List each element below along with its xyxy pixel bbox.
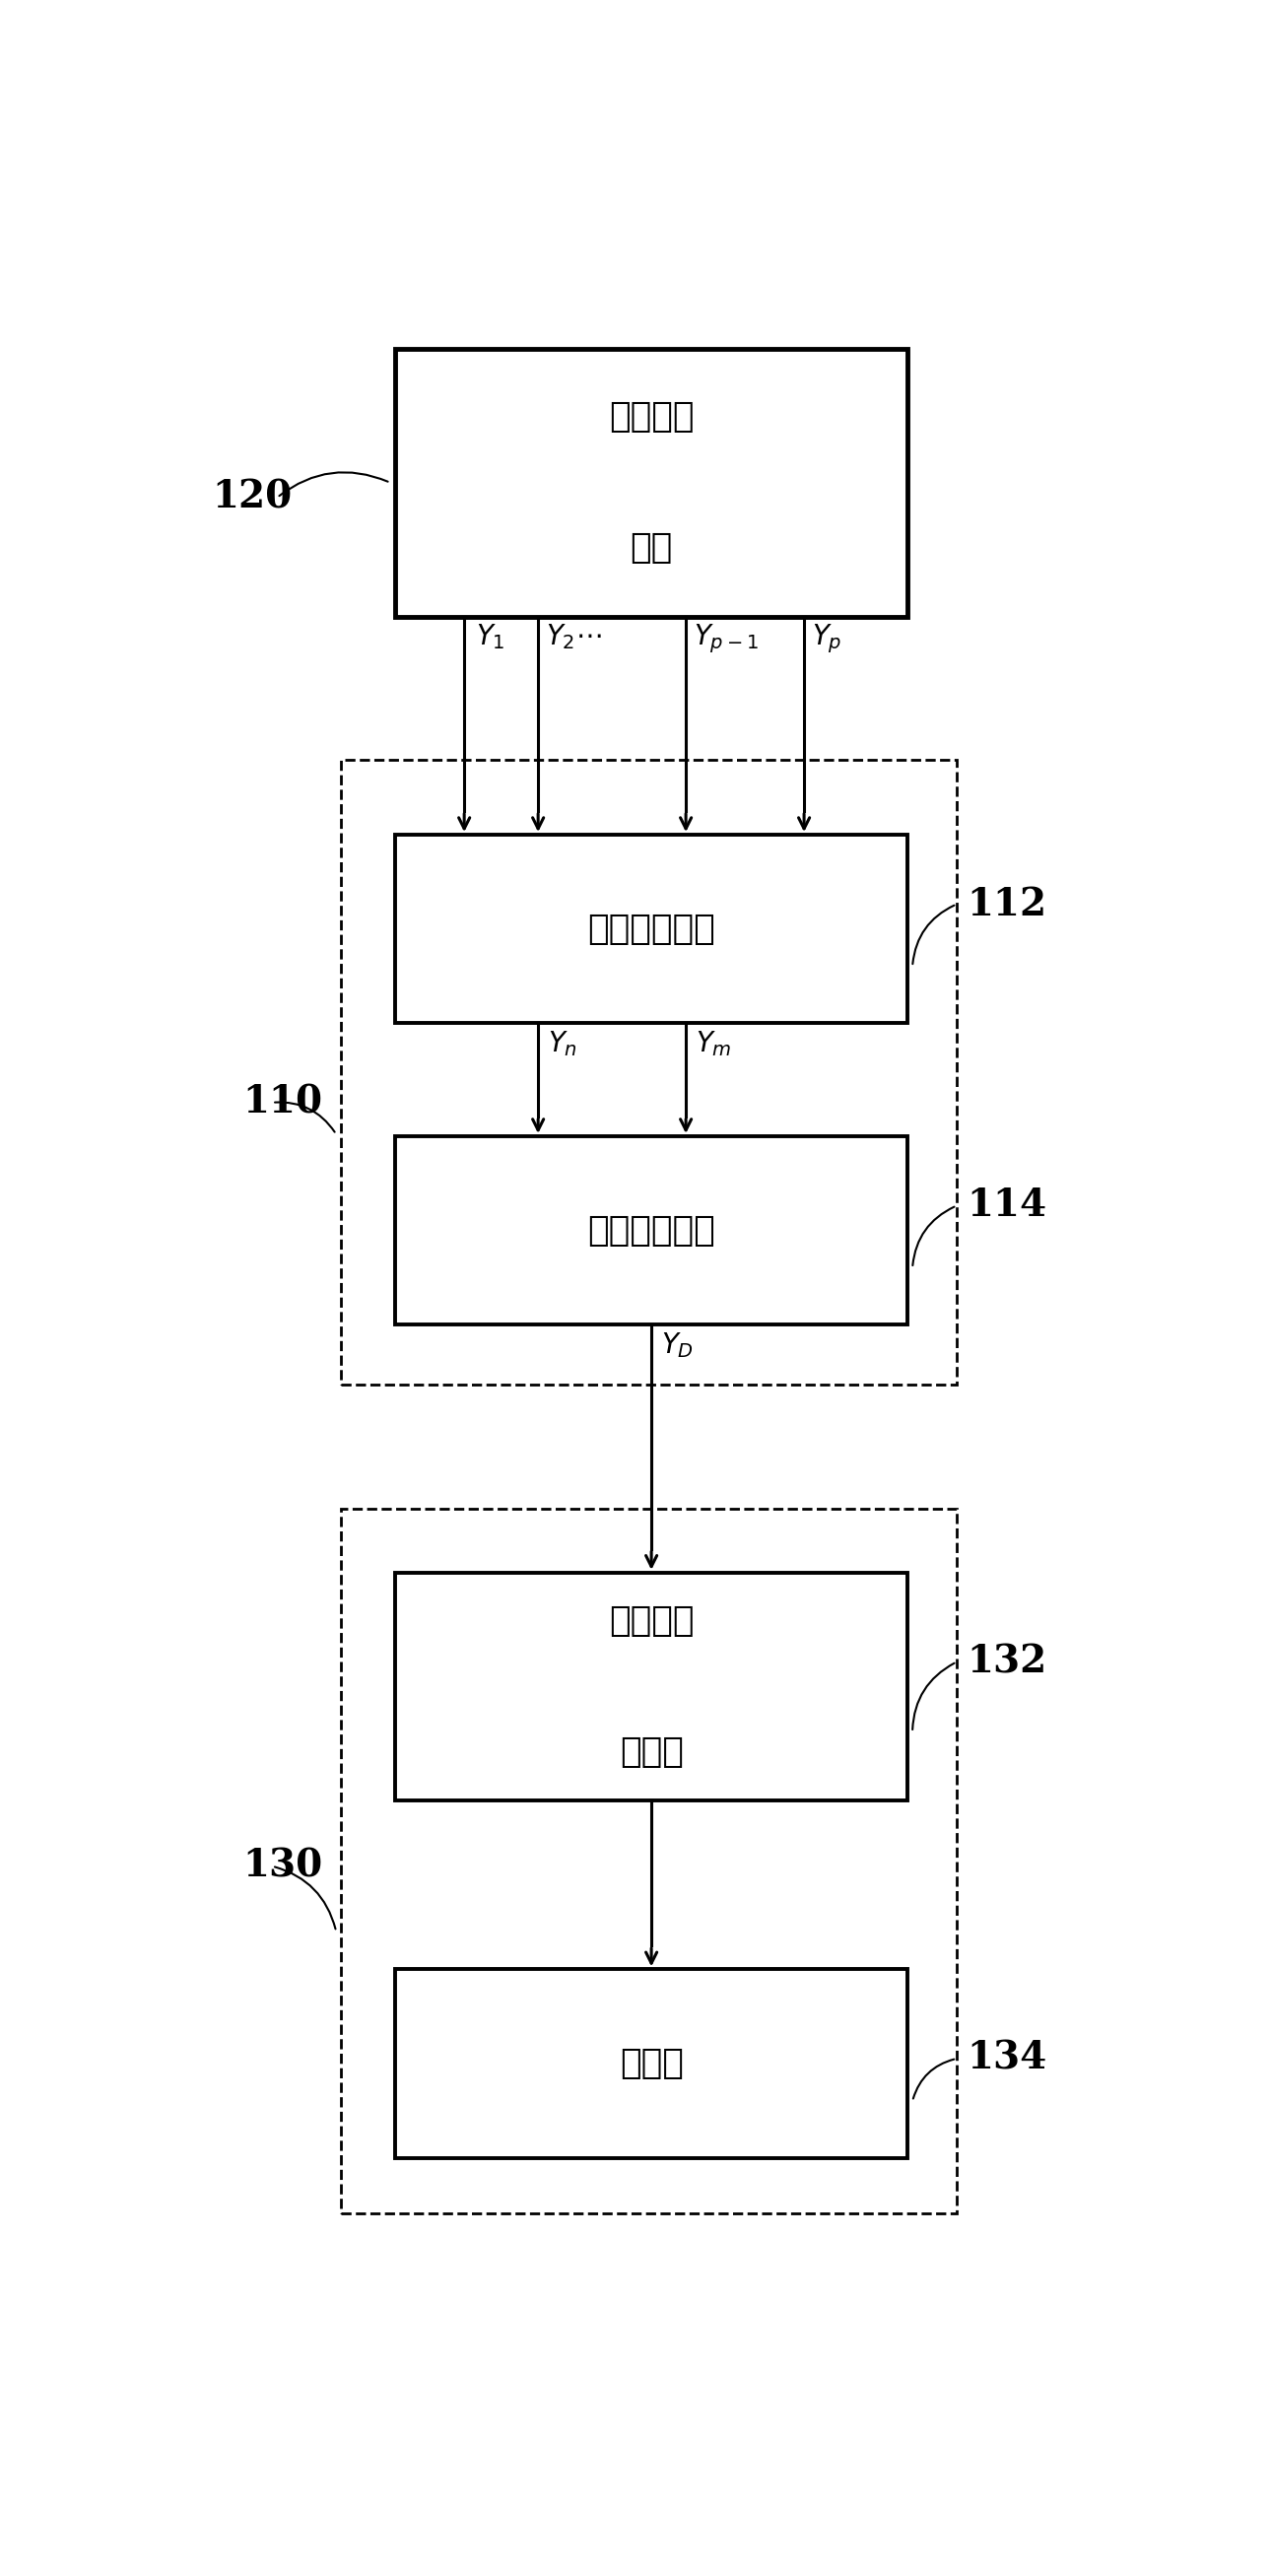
- Text: $Y_2 \cdots$: $Y_2 \cdots$: [547, 623, 602, 652]
- Text: 模拟数字

转换器: 模拟数字 转换器: [609, 1605, 694, 1770]
- Text: 130: 130: [243, 1847, 323, 1886]
- Text: $Y_D$: $Y_D$: [661, 1332, 694, 1360]
- Text: 114: 114: [966, 1188, 1046, 1224]
- Bar: [395, 1968, 907, 2159]
- Text: $Y_n$: $Y_n$: [548, 1030, 577, 1059]
- Text: 控制器: 控制器: [619, 2048, 684, 2081]
- Text: 112: 112: [966, 886, 1046, 922]
- Text: 120: 120: [212, 479, 292, 515]
- Text: $Y_1$: $Y_1$: [477, 623, 505, 652]
- Text: 134: 134: [966, 2040, 1046, 2076]
- Text: 触控输入

界面: 触控输入 界面: [609, 399, 694, 564]
- Text: $Y_p$: $Y_p$: [812, 623, 841, 657]
- Bar: [395, 835, 907, 1023]
- Bar: [395, 1571, 907, 1801]
- Text: 132: 132: [966, 1643, 1046, 1680]
- Bar: [395, 348, 907, 616]
- Text: $Y_m$: $Y_m$: [695, 1030, 732, 1059]
- Bar: [341, 760, 957, 1383]
- Bar: [341, 1510, 957, 2213]
- Text: 信号感测单元: 信号感测单元: [587, 1213, 716, 1247]
- Bar: [395, 1136, 907, 1324]
- Text: $Y_{p-1}$: $Y_{p-1}$: [694, 623, 759, 657]
- Text: 110: 110: [243, 1084, 323, 1121]
- Text: 信号选择单元: 信号选择单元: [587, 912, 716, 945]
